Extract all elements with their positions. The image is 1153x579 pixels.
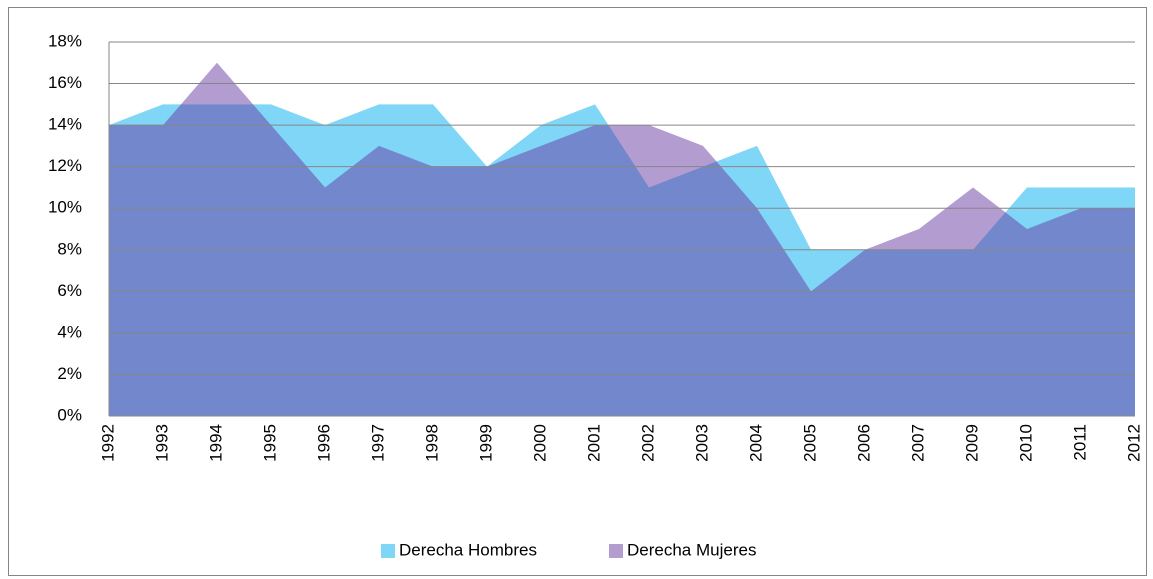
x-tick-label: 1996 xyxy=(314,424,333,462)
x-tick-label: 2006 xyxy=(854,424,873,462)
legend-label: Derecha Hombres xyxy=(399,540,537,559)
y-tick-label: 14% xyxy=(48,115,82,134)
y-tick-label: 16% xyxy=(48,73,82,92)
y-tick-label: 18% xyxy=(48,31,82,50)
x-tick-label: 1998 xyxy=(422,424,441,462)
y-tick-label: 10% xyxy=(48,198,82,217)
x-tick-label: 2011 xyxy=(1070,424,1089,461)
x-tick-label: 1995 xyxy=(260,424,279,462)
legend-label: Derecha Mujeres xyxy=(627,540,756,559)
y-tick-label: 0% xyxy=(57,405,82,424)
area xyxy=(109,62,1135,417)
x-tick-label: 1992 xyxy=(98,424,117,462)
legend-swatch xyxy=(609,544,623,558)
x-tick-label: 2012 xyxy=(1124,424,1143,462)
x-tick-label: 1997 xyxy=(368,424,387,462)
y-tick-label: 12% xyxy=(48,156,82,175)
x-tick-label: 2005 xyxy=(800,424,819,462)
x-tick-label: 2004 xyxy=(746,424,765,462)
x-tick-label: 2007 xyxy=(908,424,927,462)
x-tick-label: 2009 xyxy=(962,424,981,462)
x-tick-label: 2002 xyxy=(638,424,657,462)
y-tick-label: 6% xyxy=(57,281,82,300)
legend-swatch xyxy=(381,544,395,558)
y-tick-label: 4% xyxy=(57,322,82,341)
x-tick-label: 1994 xyxy=(206,424,225,462)
y-tick-label: 2% xyxy=(57,364,82,383)
x-tick-label: 2001 xyxy=(584,424,603,462)
x-tick-label: 2010 xyxy=(1016,424,1035,462)
x-tick-label: 1999 xyxy=(476,424,495,462)
y-tick-label: 8% xyxy=(57,239,82,258)
x-tick-label: 2003 xyxy=(692,424,711,462)
x-tick-label: 2000 xyxy=(530,424,549,462)
x-tick-label: 1993 xyxy=(152,424,171,462)
